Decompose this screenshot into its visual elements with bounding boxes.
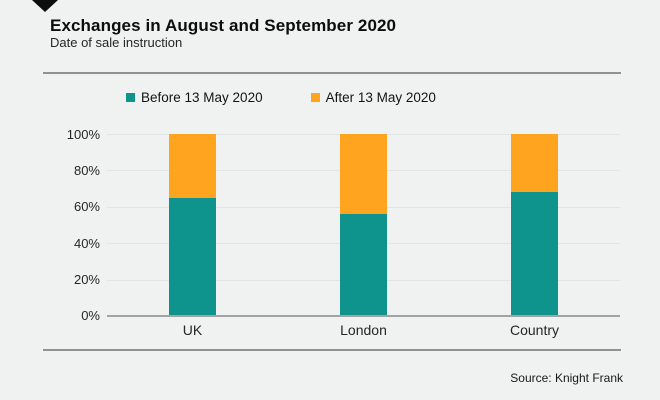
top-divider: [43, 72, 621, 74]
legend-label: Before 13 May 2020: [141, 90, 263, 105]
bottom-divider: [43, 349, 621, 351]
source-note: Source: Knight Frank: [510, 371, 623, 385]
x-axis-labels: UK London Country: [107, 322, 620, 338]
y-axis: 100% 80% 60% 40% 20% 0%: [38, 127, 100, 323]
bar-group-country: [511, 134, 558, 316]
y-tick-label: 80%: [73, 163, 100, 179]
bar-segment: [169, 197, 216, 316]
legend-item-1: After 13 May 2020: [310, 90, 436, 105]
category-label: London: [340, 322, 387, 338]
brand-diamond-icon: [32, 0, 58, 12]
category-label: Country: [509, 322, 560, 338]
chart-subtitle: Date of sale instruction: [50, 35, 183, 50]
legend-swatch-icon: [126, 93, 135, 102]
bar-segment: [340, 214, 387, 316]
bar-segment: [169, 134, 216, 198]
legend-swatch-icon: [310, 93, 320, 102]
category-label: UK: [182, 322, 203, 338]
x-axis-line: [107, 315, 620, 317]
bar-segment: [511, 192, 558, 316]
legend-item-0: Before 13 May 2020: [126, 90, 263, 105]
y-tick-label: 60%: [73, 199, 100, 215]
y-tick-label: 40%: [73, 235, 100, 251]
legend: Before 13 May 2020 After 13 May 2020: [126, 90, 436, 105]
y-tick-label: 0%: [81, 307, 100, 323]
bar-segment: [340, 134, 387, 215]
y-tick-label: 20%: [73, 271, 100, 287]
plot-area: [107, 134, 620, 317]
bar-group-london: [340, 134, 387, 316]
bar-series: [107, 134, 620, 316]
legend-label: After 13 May 2020: [325, 90, 436, 105]
y-tick-label: 100%: [66, 127, 100, 142]
chart-title: Exchanges in August and September 2020: [50, 16, 397, 35]
bar-segment: [511, 134, 558, 193]
bar-group-uk: [169, 134, 216, 316]
